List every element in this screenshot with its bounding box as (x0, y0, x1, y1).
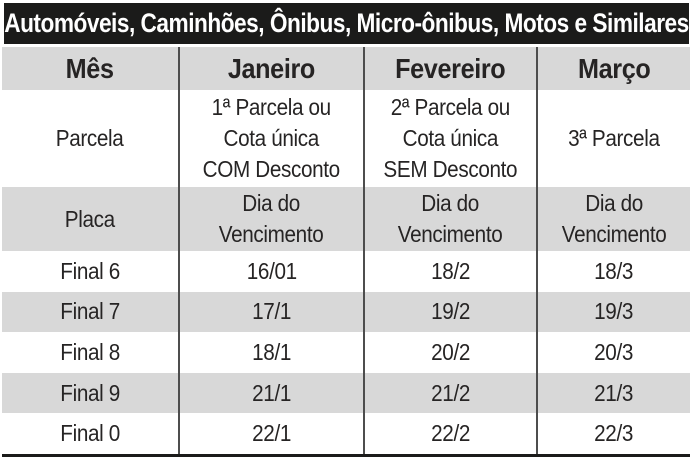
cell-final-0-janeiro: 22/1 (178, 413, 363, 454)
row-label-final-9: Final 9 (2, 372, 178, 414)
cell-final-0-fevereiro: 22/2 (363, 413, 536, 454)
cell-final-6-fevereiro: 18/2 (363, 251, 536, 292)
cell-final-0-marco: 22/3 (536, 413, 690, 454)
row-label-final-8: Final 8 (60, 338, 120, 365)
table-title: Automóveis, Caminhões, Ônibus, Micro-ôni… (4, 8, 689, 38)
row-label-final-7: Final 7 (2, 291, 178, 333)
column-header-janeiro: Janeiro (178, 47, 363, 90)
cell-final-8-marco: 20/3 (536, 332, 690, 373)
cell-final-7-fevereiro: 19/2 (363, 291, 536, 333)
cell-parcela-fevereiro: 2ª Parcela ou Cota única SEM Desconto (363, 90, 536, 187)
row-label-placa: Placa (2, 187, 178, 251)
payment-schedule-table: Mês Janeiro Fevereiro Março Parcela 1ª P… (2, 47, 690, 457)
row-label-final-0: Final 0 (60, 420, 120, 447)
cell-final-6-janeiro: 16/01 (178, 251, 363, 292)
column-header-mes: Mês (2, 47, 178, 90)
cell-final-8-janeiro: 18/1 (178, 332, 363, 373)
row-label-final-6: Final 6 (60, 257, 120, 284)
table-title-bar: Automóveis, Caminhões, Ônibus, Micro-ôni… (4, 3, 689, 44)
cell-placa-janeiro: Dia do Vencimento (178, 187, 363, 251)
cell-final-9-janeiro: 21/1 (178, 372, 363, 414)
row-label-parcela: Parcela (56, 125, 124, 151)
column-header-fevereiro: Fevereiro (363, 47, 536, 90)
column-header-marco: Março (536, 47, 690, 90)
cell-final-6-marco: 18/3 (536, 251, 690, 292)
cell-final-9-marco: 21/3 (536, 372, 690, 414)
cell-parcela-janeiro: 1ª Parcela ou Cota única COM Desconto (178, 90, 363, 187)
cell-placa-marco: Dia do Vencimento (536, 187, 690, 251)
cell-final-9-fevereiro: 21/2 (363, 372, 536, 414)
cell-final-7-marco: 19/3 (536, 291, 690, 333)
cell-final-8-fevereiro: 20/2 (363, 332, 536, 373)
cell-placa-fevereiro: Dia do Vencimento (363, 187, 536, 251)
cell-final-7-janeiro: 17/1 (178, 291, 363, 333)
cell-parcela-marco: 3ª Parcela (536, 90, 690, 187)
